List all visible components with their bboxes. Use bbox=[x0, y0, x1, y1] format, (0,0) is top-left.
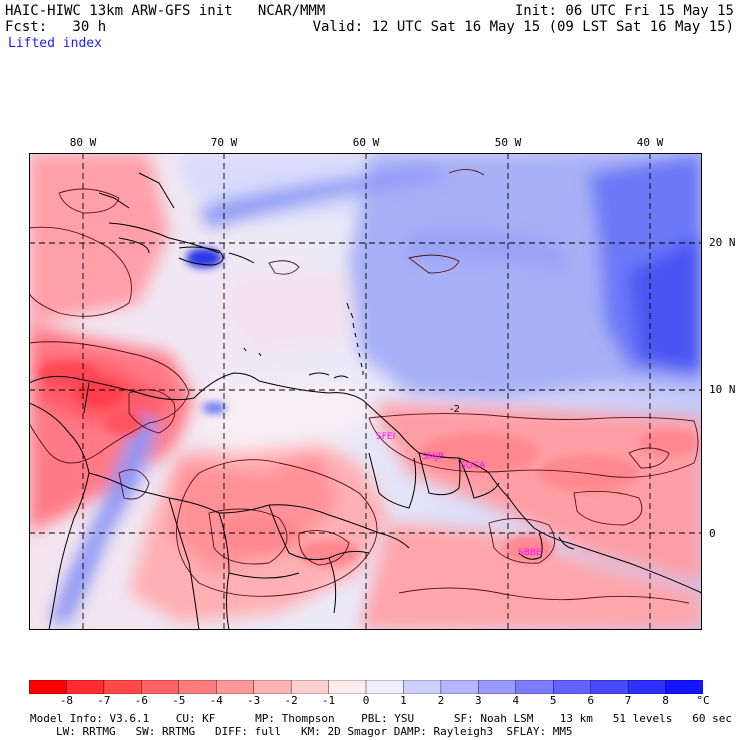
lon-label-60w: 60 W bbox=[352, 136, 380, 149]
colorbar-swatch bbox=[440, 680, 479, 694]
lon-label-40w: 40 W bbox=[636, 136, 664, 149]
colorbar bbox=[29, 680, 703, 694]
colorbar-swatch bbox=[627, 680, 667, 694]
colorbar-swatch bbox=[290, 680, 330, 694]
colorbar-tick-label: -6 bbox=[134, 694, 148, 707]
colorbar-tick-label: 6 bbox=[587, 694, 594, 707]
forecast-hour: Fcst: 30 h bbox=[5, 19, 107, 35]
colorbar-swatch bbox=[403, 680, 442, 694]
colorbar-tick-label: -4 bbox=[209, 694, 223, 707]
model-title: HAIC-HIWC 13km ARW-GFS init NCAR/MMM bbox=[5, 3, 326, 19]
lat-lon-grid bbox=[29, 153, 702, 630]
colorbar-tick-label: -1 bbox=[321, 694, 336, 707]
colorbar-swatch bbox=[103, 680, 142, 694]
colorbar-tick-label: 5 bbox=[549, 694, 557, 707]
colorbar-tick-label: -8 bbox=[59, 694, 74, 707]
colorbar-tick-label: -2 bbox=[284, 694, 298, 707]
colorbar-swatch bbox=[328, 680, 367, 694]
colorbar-swatch bbox=[590, 680, 629, 694]
colorbar-tick-label: -7 bbox=[97, 694, 111, 707]
model-info-line1: Model Info: V3.6.1 CU: KF MP: Thompson P… bbox=[30, 712, 732, 725]
model-info-line2: LW: RRTMG SW: RRTMG DIFF: full KM: 2D Sm… bbox=[56, 725, 573, 738]
colorbar-tick-label: -5 bbox=[172, 694, 186, 707]
colorbar-tick-label: 4 bbox=[512, 694, 520, 707]
contour-lines bbox=[29, 169, 699, 604]
colorbar-swatch bbox=[178, 680, 217, 694]
colorbar-swatch bbox=[365, 680, 404, 694]
colorbar-swatch bbox=[665, 680, 703, 694]
map-frame bbox=[29, 153, 702, 630]
site-label-sfei: SFEI bbox=[376, 432, 396, 442]
lat-label-10n: 10 N bbox=[709, 383, 736, 396]
colorbar-swatch bbox=[553, 680, 592, 694]
lat-label-20n: 20 N bbox=[709, 236, 736, 249]
colorbar-tick-label: 2 bbox=[437, 694, 445, 707]
colorbar-swatch bbox=[141, 680, 180, 694]
init-time: Init: 06 UTC Fri 15 May 15 bbox=[514, 3, 734, 19]
colorbar-swatch bbox=[29, 680, 67, 694]
lifted-index-map bbox=[29, 153, 702, 630]
colorbar-swatch bbox=[478, 680, 517, 694]
colorbar-tick-label: 7 bbox=[624, 694, 632, 707]
lon-label-80w: 80 W bbox=[69, 136, 97, 149]
lon-label-50w: 50 W bbox=[494, 136, 522, 149]
site-label-smjp: SMJP bbox=[422, 452, 444, 462]
contour-label: -2 bbox=[450, 404, 460, 415]
lat-label-equator: 0 bbox=[709, 527, 716, 540]
site-label-soca: SOCA bbox=[460, 461, 486, 471]
colorbar-tick-label: 0 bbox=[362, 694, 370, 707]
colorbar-swatch bbox=[253, 680, 292, 694]
colorbar-swatch bbox=[216, 680, 255, 694]
site-label-sbbe: SBBE bbox=[518, 548, 542, 558]
islands bbox=[243, 302, 364, 379]
field-name: Lifted index bbox=[8, 36, 102, 51]
colorbar-unit: °C bbox=[696, 694, 710, 707]
colorbar-tick-label: 3 bbox=[475, 694, 482, 707]
coastlines bbox=[29, 172, 702, 630]
colorbar-swatch bbox=[515, 680, 554, 694]
lon-label-70w: 70 W bbox=[210, 136, 238, 149]
colorbar-tick-label: 8 bbox=[662, 694, 669, 707]
colorbar-tick-label: -3 bbox=[247, 694, 261, 707]
colorbar-tick-label: 1 bbox=[400, 694, 407, 707]
colorbar-swatch bbox=[66, 680, 105, 694]
valid-time: Valid: 12 UTC Sat 16 May 15 (09 LST Sat … bbox=[312, 19, 734, 35]
